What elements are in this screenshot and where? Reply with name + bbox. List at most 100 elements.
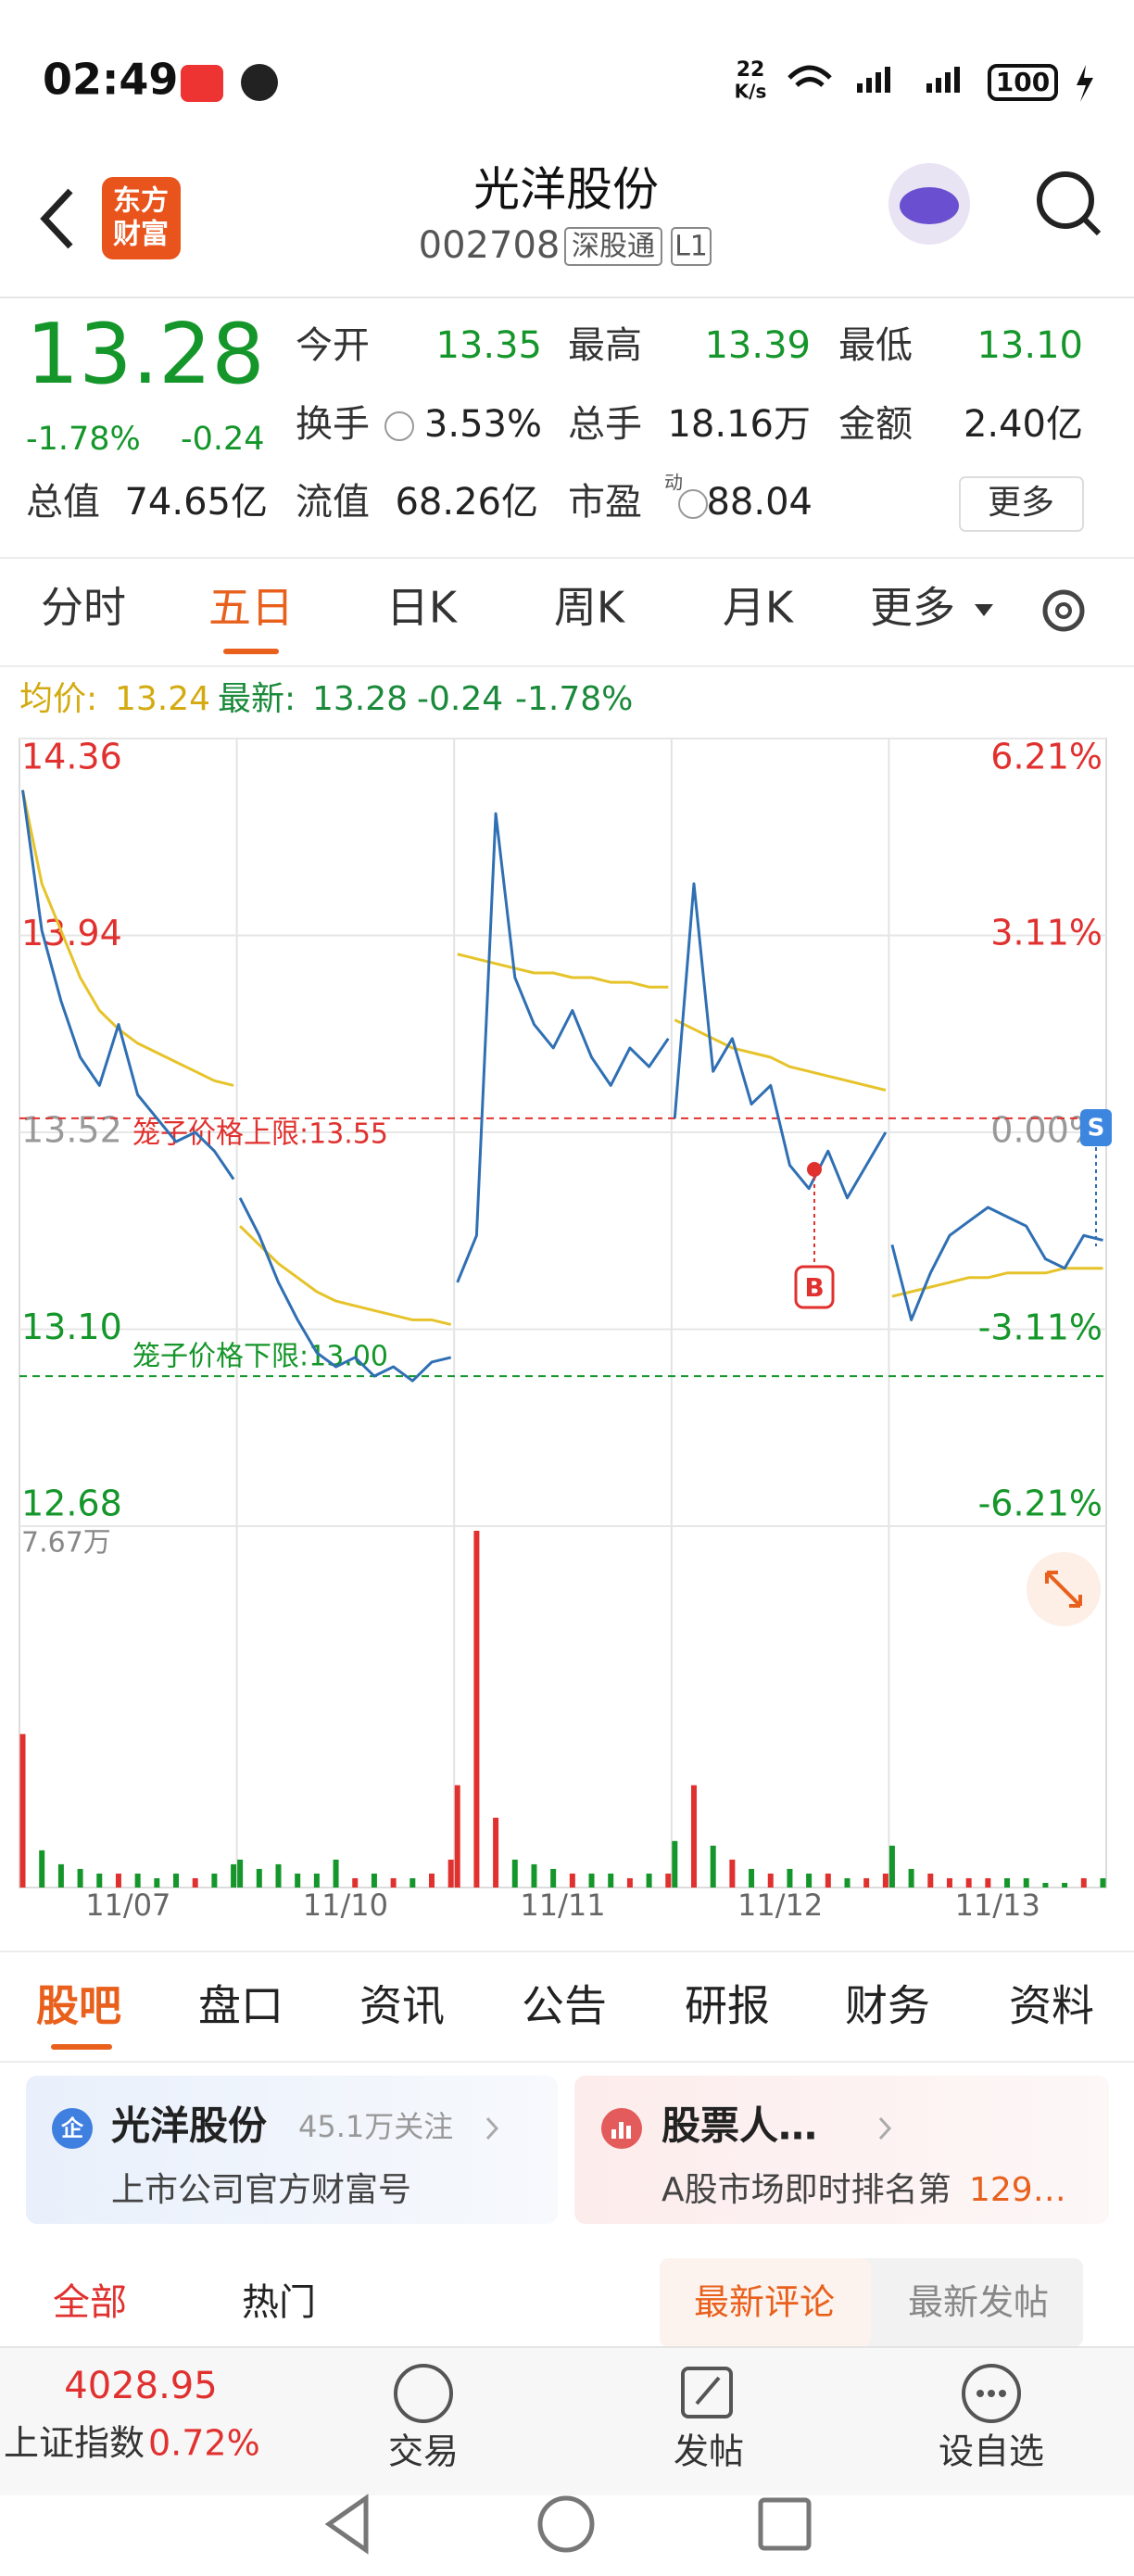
avg-price-line (21, 789, 234, 1087)
sort-option[interactable]: 最新发帖 (908, 2282, 1049, 2323)
period-tab[interactable]: 日K (386, 583, 459, 633)
tag: 深股通 (572, 231, 655, 263)
sell-marker[interactable] (1080, 1109, 1112, 1146)
volume-tick-label: 7.67万 (21, 1527, 111, 1559)
section-tab[interactable]: 盘口 (198, 1981, 284, 2031)
nav-back[interactable] (324, 2494, 369, 2555)
sell-marker-label: S (1088, 1115, 1105, 1143)
info-icon[interactable] (678, 489, 708, 519)
period-tab[interactable]: 周K (554, 583, 626, 633)
logo-text: 东方 (113, 185, 169, 218)
volume-bar (710, 1845, 716, 1888)
card[interactable] (574, 2076, 1109, 2224)
price-line (21, 789, 235, 1181)
stat-label: 最高 (568, 324, 642, 367)
volume-bar (211, 1873, 218, 1888)
index-value[interactable]: 4028.95 (64, 2365, 217, 2407)
filter-tab[interactable]: 全部 (53, 2281, 127, 2324)
trade-icon[interactable] (394, 2364, 453, 2423)
x-tick-label: 11/13 (955, 1888, 1040, 1923)
back-button[interactable] (40, 188, 73, 249)
battery-icon (988, 64, 1058, 101)
period-tab[interactable]: 分时 (41, 583, 126, 633)
nav-recent[interactable] (758, 2497, 812, 2551)
volume-bar (295, 1873, 301, 1888)
post-icon[interactable] (681, 2367, 733, 2418)
marker-dot (807, 1162, 822, 1177)
tab-indicator (223, 649, 279, 654)
volume-bar (154, 1877, 160, 1888)
watch-dots (976, 2390, 1006, 2397)
volume-bar (1004, 1877, 1011, 1888)
signal-icon (857, 67, 890, 93)
y-tick-label: 13.10 (21, 1307, 122, 1347)
y-tick-label: 13.94 (21, 913, 122, 953)
card-desc: 上市公司官方财富号 (111, 2171, 411, 2209)
volume-bar (531, 1863, 537, 1888)
period-tab[interactable]: 五日 (208, 583, 294, 633)
card[interactable] (26, 2076, 558, 2224)
action-label[interactable]: 设自选 (939, 2431, 1044, 2472)
section-tab[interactable]: 股吧 (36, 1981, 121, 2031)
x-tick-label: 11/11 (520, 1888, 605, 1923)
pe-superscript: 动 (664, 472, 683, 494)
volume-bar (352, 1877, 359, 1888)
legend-value: -1.78% (515, 680, 633, 718)
volume-bar (691, 1785, 698, 1888)
legend-label: 均价: (19, 680, 97, 718)
volume-bar (19, 1734, 26, 1888)
status-time: 02:49 (43, 55, 178, 105)
settings-center (1055, 602, 1072, 619)
section-tab[interactable]: 研报 (685, 1981, 770, 2031)
filter-tab[interactable]: 热门 (242, 2281, 316, 2324)
stat-value: 13.10 (976, 324, 1083, 367)
volume-bar (77, 1868, 83, 1888)
info-icon[interactable] (384, 411, 414, 441)
volume-bar (473, 1531, 480, 1888)
volume-bar (1023, 1877, 1029, 1888)
volume-bar (313, 1873, 320, 1888)
signal-icon (926, 67, 960, 93)
stat-value: 18.16万 (667, 403, 811, 446)
y-tick-label: 14.36 (21, 737, 122, 777)
chevron (878, 2116, 892, 2140)
period-tab[interactable]: 更多 (870, 583, 955, 633)
search-handle (1081, 216, 1102, 236)
card-icon (52, 2108, 93, 2149)
buy-marker[interactable] (794, 1265, 835, 1309)
settings-button[interactable] (1042, 589, 1085, 632)
stat-label: 总值 (26, 481, 100, 524)
more-button-label[interactable]: 更多 (988, 484, 1054, 522)
volume-bar (275, 1863, 282, 1888)
section-tab[interactable]: 资料 (1009, 1981, 1094, 2031)
volume-bar (390, 1877, 397, 1888)
nav-home[interactable] (537, 2495, 595, 2553)
section-tab[interactable]: 资讯 (359, 1981, 445, 2031)
volume-bar (806, 1873, 813, 1888)
volume-bar (729, 1859, 736, 1888)
section-tab[interactable]: 财务 (845, 1981, 930, 2031)
sort-option[interactable]: 最新评论 (694, 2282, 835, 2323)
avg-price-line (457, 953, 669, 989)
search-button[interactable] (1037, 171, 1094, 229)
stat-label: 最低 (838, 324, 913, 367)
period-tab[interactable]: 月K (723, 583, 795, 633)
stat-value: 74.65亿 (124, 481, 268, 524)
watch-icon[interactable] (962, 2364, 1021, 2423)
action-label[interactable]: 交易 (388, 2431, 459, 2472)
volume-bar (410, 1877, 416, 1888)
net-speed: 22 (737, 58, 765, 82)
volume-bar (333, 1859, 339, 1888)
volume-bar (665, 1873, 672, 1888)
net-speed-unit: K/s (735, 81, 767, 103)
index-name: 上证指数 (4, 2423, 145, 2464)
chart: 14.3613.9413.5213.1012.686.21%3.11%0.00%… (19, 737, 1106, 1923)
sort-active (660, 2258, 871, 2347)
volume-bar (985, 1877, 991, 1888)
cage-limit-label: 笼子价格上限:13.55 (132, 1118, 388, 1150)
tag: L1 (674, 231, 708, 263)
more-button[interactable] (959, 476, 1084, 532)
action-label[interactable]: 发帖 (674, 2431, 744, 2472)
section-tab[interactable]: 公告 (522, 1981, 607, 2031)
